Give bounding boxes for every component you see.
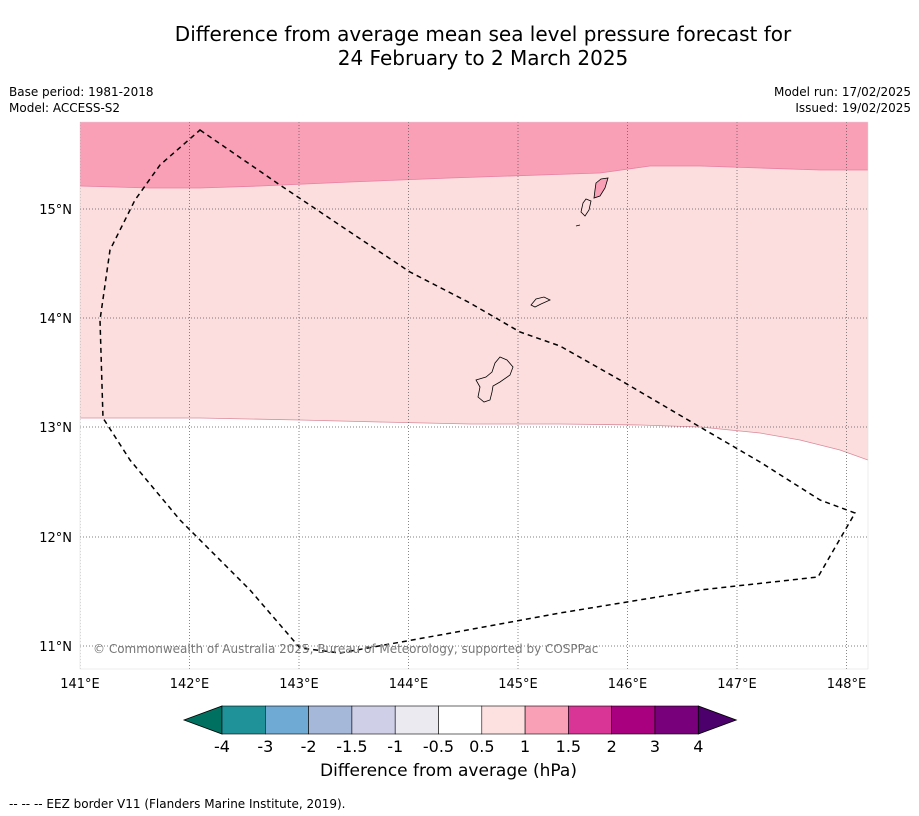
longitude-label: 146°E <box>608 677 648 692</box>
latitude-label: 15°N <box>39 203 72 218</box>
colorbar-segment <box>221 705 266 735</box>
latitude-label: 13°N <box>39 421 72 436</box>
island-guam <box>475 356 514 403</box>
colorbar-segment <box>654 705 699 735</box>
colorbar-extend-max <box>697 705 738 735</box>
longitude-label: 147°E <box>717 677 757 692</box>
longitude-label: 142°E <box>170 677 210 692</box>
title-line-2: 24 February to 2 March 2025 <box>337 46 629 70</box>
colorbar-tick-label: -3 <box>257 737 274 756</box>
colorbar-title: Difference from average (hPa) <box>320 761 577 781</box>
longitude-label: 143°E <box>279 677 319 692</box>
colorbar-segment <box>264 705 309 735</box>
map-frame <box>79 121 869 670</box>
colorbar <box>182 705 738 735</box>
graticule <box>80 122 868 669</box>
chart-title: Difference from average mean sea level p… <box>0 22 919 70</box>
longitude-label: 148°E <box>827 677 867 692</box>
longitude-label: 145°E <box>498 677 538 692</box>
eez-footnote: -- -- -- EEZ border V11 (Flanders Marine… <box>9 797 346 811</box>
base-period: Base period: 1981-2018 <box>9 85 154 99</box>
model-run: Model run: 17/02/2025 <box>773 85 911 99</box>
colorbar-tick-label: -0.5 <box>422 737 455 756</box>
colorbar-segment <box>568 705 613 735</box>
colorbar-tick-label: 1.5 <box>555 737 582 756</box>
meta-right: Model run: 17/02/2025 Issued: 19/02/2025 <box>774 84 911 116</box>
colorbar-tick-label: -2 <box>300 737 317 756</box>
colorbar-extend-min <box>182 705 223 735</box>
colorbar-segment <box>438 705 483 735</box>
colorbar-tick-label: 2 <box>606 737 617 756</box>
meta-left: Base period: 1981-2018 Model: ACCESS-S2 <box>9 84 154 116</box>
colorbar-segment <box>611 705 656 735</box>
anomaly-region-pink <box>80 122 868 188</box>
colorbar-segment <box>481 705 526 735</box>
colorbar-tick-label: -1.5 <box>336 737 368 756</box>
colorbar-tick-label: 3 <box>649 737 661 756</box>
latitude-label: 11°N <box>39 640 72 655</box>
island-rota <box>530 296 551 308</box>
contour-line-upper <box>80 165 868 189</box>
map-plot-area <box>80 122 868 669</box>
longitude-labels: 141°E 142°E 143°E 144°E 145°E 146°E 147°E 148°E <box>60 677 866 692</box>
island-saipan <box>593 177 609 199</box>
colorbar-segment <box>394 705 439 735</box>
latitude-label: 14°N <box>39 312 72 327</box>
colorbar-tick-label: 1 <box>520 737 531 756</box>
latitude-label: 12°N <box>39 531 72 546</box>
colorbar-tick-label: -1 <box>387 737 404 756</box>
colorbar-tick-label: 4 <box>693 737 704 756</box>
island-aguijan <box>575 224 581 227</box>
anomaly-region-light <box>80 122 868 460</box>
colorbar-segment <box>308 705 353 735</box>
island-tinian <box>580 198 592 217</box>
colorbar-segment <box>351 705 396 735</box>
latitude-labels: 15°N 14°N 13°N 12°N 11°N <box>39 203 72 655</box>
model-name: Model: ACCESS-S2 <box>9 101 121 115</box>
longitude-label: 141°E <box>60 677 100 692</box>
longitude-label: 144°E <box>389 677 429 692</box>
issued-date: Issued: 19/02/2025 <box>795 101 911 115</box>
copyright-notice: © Commonwealth of Australia 2025, Bureau… <box>93 642 598 656</box>
eez-border <box>99 129 857 654</box>
colorbar-tick-label: -4 <box>214 737 230 756</box>
colorbar-segment <box>524 705 569 735</box>
colorbar-tick-label: 0.5 <box>469 737 495 756</box>
contour-line-lower <box>80 417 868 461</box>
title-line-1: Difference from average mean sea level p… <box>174 22 792 46</box>
